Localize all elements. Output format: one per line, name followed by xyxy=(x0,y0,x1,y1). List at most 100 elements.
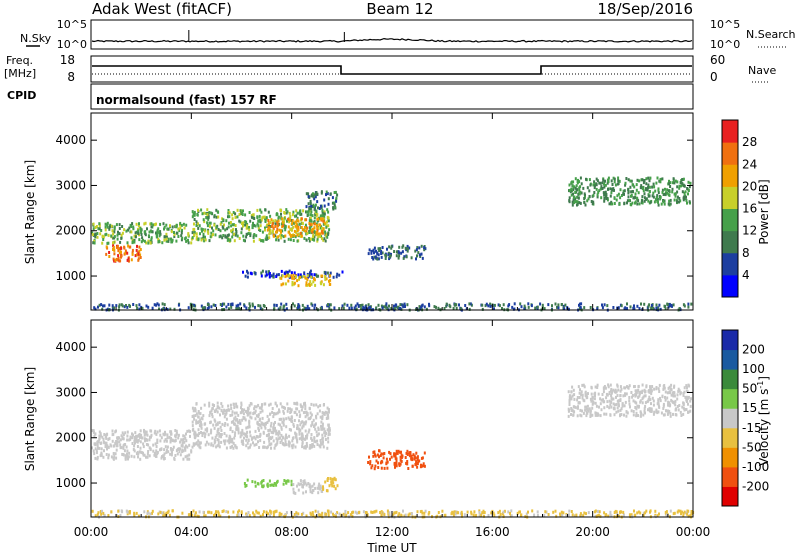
heatmap-cell xyxy=(669,509,672,513)
heatmap-cell xyxy=(255,414,258,418)
heatmap-cell xyxy=(576,203,578,207)
heatmap-cell xyxy=(146,227,148,231)
heatmap-cell xyxy=(213,404,215,407)
heatmap-cell xyxy=(102,304,104,308)
heatmap-cell xyxy=(275,238,278,242)
heatmap-cell xyxy=(244,213,247,217)
heatmap-cell xyxy=(264,228,266,232)
heatmap-cell xyxy=(203,403,206,407)
heatmap-cell xyxy=(402,509,404,513)
heatmap-cell xyxy=(282,406,285,409)
heatmap-cell xyxy=(155,449,158,453)
heatmap-cell xyxy=(195,235,198,239)
heatmap-cell xyxy=(121,437,124,441)
heatmap-cell xyxy=(338,273,341,277)
x-axis-label: Time UT xyxy=(366,541,417,554)
heatmap-cell xyxy=(397,514,400,518)
heatmap-cell xyxy=(307,192,310,196)
heatmap-cell xyxy=(273,510,276,514)
heatmap-cell xyxy=(310,282,313,286)
heatmap-cell xyxy=(115,223,118,227)
heatmap-cell xyxy=(646,188,649,192)
heatmap-cell xyxy=(195,237,198,241)
heatmap-cell xyxy=(237,513,240,517)
heatmap-cell xyxy=(275,412,278,416)
heatmap-cell xyxy=(682,393,685,397)
heatmap-cell xyxy=(655,306,658,310)
heatmap-cell xyxy=(576,195,579,199)
heatmap-cell xyxy=(283,479,286,482)
heatmap-cell xyxy=(286,409,289,413)
heatmap-cell xyxy=(134,231,137,235)
heatmap-cell xyxy=(208,221,211,225)
heatmap-cell xyxy=(659,399,662,403)
heatmap-cell xyxy=(657,191,660,195)
heatmap-cell xyxy=(120,255,122,259)
heatmap-cell xyxy=(519,302,522,306)
heatmap-cell xyxy=(397,256,400,260)
heatmap-cell xyxy=(567,307,570,311)
heatmap-cell xyxy=(180,438,183,442)
heatmap-cell xyxy=(652,399,655,403)
heatmap-cell xyxy=(277,223,280,227)
heatmap-cell xyxy=(585,512,587,516)
heatmap-cell xyxy=(265,511,268,515)
heatmap-cell xyxy=(578,192,581,196)
heatmap-cell xyxy=(265,270,268,274)
heatmap-cell xyxy=(600,398,603,402)
heatmap-cell xyxy=(309,411,312,415)
heatmap-cell xyxy=(184,436,187,440)
heatmap-cell xyxy=(660,202,663,206)
heatmap-cell xyxy=(313,226,316,230)
heatmap-cell xyxy=(177,235,180,238)
heatmap-cell xyxy=(341,304,344,308)
heatmap-cell xyxy=(328,228,331,232)
heatmap-cell xyxy=(248,419,251,423)
heatmap-cell xyxy=(153,453,156,457)
heatmap-cell xyxy=(683,386,686,390)
heatmap-cell xyxy=(199,441,202,445)
heatmap-cell xyxy=(163,448,166,452)
heatmap-cell xyxy=(600,185,603,189)
heatmap-cell xyxy=(327,224,330,228)
heatmap-cell xyxy=(309,487,312,491)
heatmap-cell xyxy=(181,236,184,240)
heatmap-cell xyxy=(304,229,307,233)
heatmap-cell xyxy=(113,248,116,252)
heatmap-cell xyxy=(606,404,609,408)
heatmap-cell xyxy=(324,410,327,414)
heatmap-cell xyxy=(668,385,671,389)
heatmap-cell xyxy=(270,274,273,278)
heatmap-cell xyxy=(473,510,476,514)
heatmap-cell xyxy=(388,450,391,454)
heatmap-cell xyxy=(610,514,613,518)
heatmap-cell xyxy=(113,235,116,239)
heatmap-cell xyxy=(451,511,454,515)
heatmap-cell xyxy=(322,283,325,287)
heatmap-cell xyxy=(311,484,314,488)
heatmap-cell xyxy=(622,192,625,196)
heatmap-cell xyxy=(633,509,635,513)
heatmap-cell xyxy=(405,461,408,465)
heatmap-cell xyxy=(98,222,101,226)
heatmap-cell xyxy=(646,400,649,404)
heatmap-cell xyxy=(220,409,223,413)
heatmap-cell xyxy=(227,302,230,306)
heatmap-cell xyxy=(235,402,238,406)
nsky-panel-frame xyxy=(90,19,694,50)
heatmap-cell xyxy=(295,209,298,213)
heatmap-cell xyxy=(621,404,624,408)
heatmap-cell xyxy=(377,303,380,307)
heatmap-cell xyxy=(269,511,272,515)
heatmap-cell xyxy=(309,199,312,203)
heatmap-cell xyxy=(131,238,134,242)
heatmap-cell xyxy=(262,510,265,514)
heatmap-cell xyxy=(197,415,200,419)
heatmap-cell xyxy=(323,215,326,219)
heatmap-cell xyxy=(572,185,575,189)
heatmap-cell xyxy=(206,224,209,228)
heatmap-cell xyxy=(497,511,500,515)
heatmap-cell xyxy=(596,195,599,199)
heatmap-cell xyxy=(165,448,168,452)
heatmap-cell xyxy=(252,511,254,515)
